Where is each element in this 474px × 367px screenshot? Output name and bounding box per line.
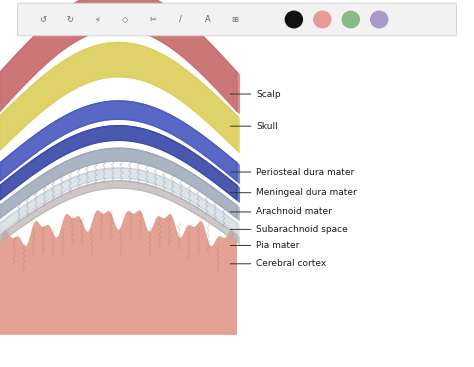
Text: Arachnoid mater: Arachnoid mater (256, 207, 332, 217)
Polygon shape (0, 210, 237, 335)
Polygon shape (0, 126, 237, 200)
Polygon shape (237, 185, 239, 202)
Circle shape (342, 11, 359, 28)
Polygon shape (0, 43, 237, 150)
Polygon shape (0, 101, 237, 181)
Polygon shape (237, 206, 239, 221)
Polygon shape (237, 72, 239, 113)
Text: Pia mater: Pia mater (256, 241, 300, 250)
Text: Cerebral cortex: Cerebral cortex (256, 259, 326, 268)
Text: ↻: ↻ (67, 15, 73, 24)
Text: Skull: Skull (256, 121, 278, 131)
Polygon shape (0, 0, 237, 111)
FancyBboxPatch shape (18, 3, 456, 36)
Polygon shape (0, 148, 237, 218)
Text: Subarachnoid space: Subarachnoid space (256, 225, 348, 234)
Text: Scalp: Scalp (256, 90, 281, 99)
Text: Periosteal dura mater: Periosteal dura mater (256, 167, 354, 177)
Text: ◇: ◇ (122, 15, 128, 24)
Circle shape (371, 11, 388, 28)
Circle shape (314, 11, 331, 28)
Circle shape (285, 11, 302, 28)
Polygon shape (237, 163, 239, 184)
Polygon shape (237, 223, 239, 235)
Text: ⊞: ⊞ (232, 15, 238, 24)
Text: ✂: ✂ (149, 15, 156, 24)
Polygon shape (0, 168, 237, 233)
Polygon shape (237, 235, 239, 244)
Text: ⚡: ⚡ (95, 15, 100, 24)
Polygon shape (237, 116, 239, 153)
Text: ↺: ↺ (39, 15, 46, 24)
Polygon shape (0, 181, 237, 242)
Text: Meningeal dura mater: Meningeal dura mater (256, 188, 357, 197)
Text: /: / (179, 15, 182, 24)
Text: A: A (205, 15, 210, 24)
